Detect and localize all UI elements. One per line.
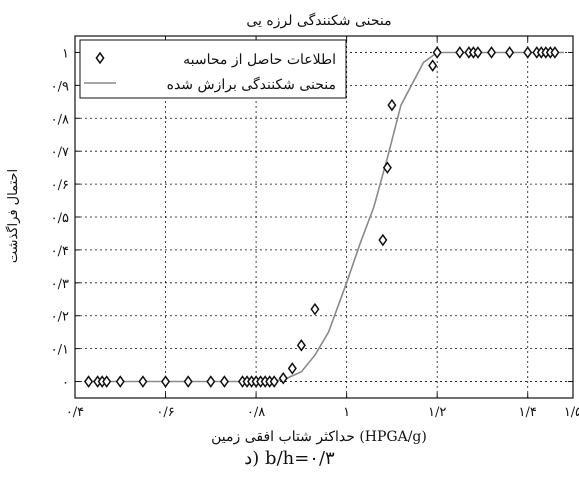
data-point [428,59,438,72]
x-tick-label: ۰/۴ [66,405,84,420]
y-tick-label: ۰/۸ [51,112,69,127]
y-tick-label: ۰/۷ [51,145,69,160]
y-tick-label: ۰/۲ [51,310,69,325]
data-point [473,46,483,59]
x-tick-label: ۱/۵ [564,405,579,420]
data-point [432,46,442,59]
y-tick-label: ۰/۳ [51,277,69,292]
legend-label-data: اطلاعات حاصل از محاسبه [183,52,336,68]
legend-marker-sample [95,51,105,65]
x-axis-label: حداکثر شتاب افقی زمین (HPGA/g) [211,429,427,445]
legend-label-fit: منحنی شکنندگی برازش شده [167,76,336,93]
data-point [486,46,497,59]
x-tick-label: ۱ [343,405,350,420]
data-point [206,375,216,388]
x-tick-label: ۰/۸ [247,405,265,420]
y-tick-label: ۱ [62,46,69,61]
y-axis-label: احتمال فراگذشت [5,169,21,263]
legend-box [79,39,347,99]
data-point [387,98,397,112]
x-tick-label: ۱/۴ [519,405,537,420]
chart-title: منحنی شکنندگی لرزه یی [246,12,391,29]
legend-diamond-icon [95,51,105,65]
data-point [505,46,515,59]
data-point [219,375,229,388]
data-point [161,375,171,388]
y-tick-label: ۰/۶ [51,178,69,193]
data-point [455,46,465,59]
y-tick-label: ۰ [62,376,69,391]
y-tick-label: ۰/۱ [51,343,69,358]
data-point [378,233,388,247]
data-point [269,375,279,388]
data-point [102,375,112,388]
data-point [523,46,533,59]
y-tick-label: ۰/۴ [51,244,69,259]
data-point [550,46,560,59]
data-point [183,375,193,388]
data-point [382,161,392,174]
data-point [287,362,297,375]
y-tick-label: ۰/۹ [51,79,69,94]
data-point [138,375,148,388]
figure-caption: د) b/h=۰/۳ [244,448,335,469]
data-point [296,339,306,352]
axis-ticks: ۰/۴ ۰/۶ ۰/۸ ۱ ۱/۲ ۱/۴ ۱/۵ ۰ ۰/۱ ۰/۲ ۰/۳ ۰/۴ ۰/۵ ۰/۶ ۰/… [51,36,579,420]
x-tick-label: ۱/۲ [428,405,446,420]
x-tick-label: ۰/۶ [156,405,174,420]
legend: اطلاعات حاصل از محاسبه منحنی شکنندگی برا… [79,39,347,99]
data-point [310,302,320,316]
y-tick-label: ۰/۵ [51,211,69,226]
data-point [278,371,288,385]
data-point [84,375,94,388]
series-layer [84,46,564,388]
data-point [115,375,125,388]
